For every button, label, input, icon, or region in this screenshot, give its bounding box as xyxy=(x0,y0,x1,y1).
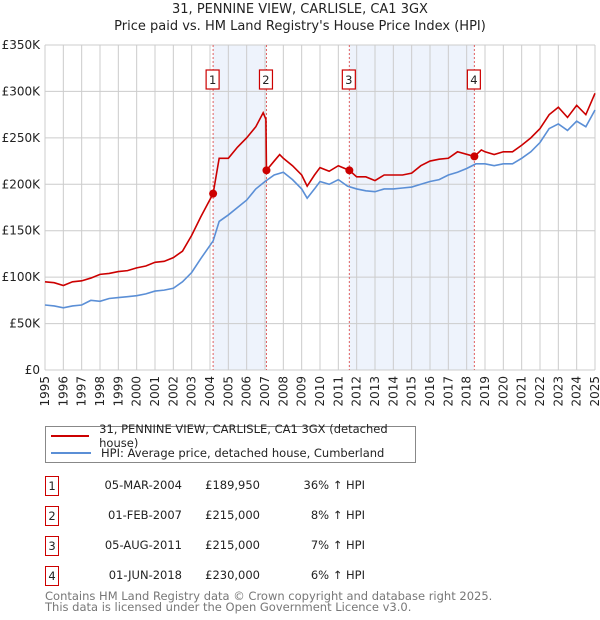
y-tick-label: £200K xyxy=(2,177,42,191)
x-tick-label: 2008 xyxy=(276,376,290,407)
legend-swatch-hpi xyxy=(51,452,91,454)
sale-marker-label: 3 xyxy=(45,536,59,556)
sale-date: 01-JUN-2018 xyxy=(108,568,182,582)
sale-point xyxy=(470,152,479,161)
y-tick-label: £50K xyxy=(9,317,41,331)
x-tick-label: 1995 xyxy=(38,376,52,407)
y-tick-label: £350K xyxy=(2,38,42,52)
sale-row: 2 01-FEB-2007 £215,000 8% ↑ HPI xyxy=(45,506,445,528)
sale-hpi-diff: 8% ↑ HPI xyxy=(310,508,365,522)
sale-marker-number: 3 xyxy=(345,73,352,87)
y-tick-label: £250K xyxy=(2,131,42,145)
x-tick-label: 2021 xyxy=(515,376,529,407)
x-tick-label: 2003 xyxy=(185,376,199,407)
x-tick-label: 1998 xyxy=(93,376,107,407)
sale-row: 4 01-JUN-2018 £230,000 6% ↑ HPI xyxy=(45,566,445,588)
chart-title: 31, PENNINE VIEW, CARLISLE, CA1 3GX xyxy=(172,2,428,17)
x-tick-label: 2014 xyxy=(386,376,400,407)
x-tick-label: 2006 xyxy=(240,376,254,407)
hpi-line xyxy=(44,109,596,309)
footer-licence: This data is licensed under the Open Gov… xyxy=(45,600,412,614)
x-tick-label: 1999 xyxy=(111,376,125,407)
sale-marker-frame xyxy=(466,69,481,90)
legend-label-hpi: HPI: Average price, detached house, Cumb… xyxy=(101,446,385,460)
sale-marker-label: 4 xyxy=(45,566,59,586)
sale-marker-label: 2 xyxy=(45,506,59,526)
sale-marker-box: 4 xyxy=(466,69,481,90)
x-tick-label: 2025 xyxy=(588,376,600,407)
x-tick-label: 2018 xyxy=(460,376,474,407)
sale-marker-frame xyxy=(205,69,220,90)
y-tick-label: £150K xyxy=(2,224,42,238)
sale-hpi-diff: 6% ↑ HPI xyxy=(310,568,365,582)
x-tick-label: 2000 xyxy=(130,376,144,407)
x-tick-label: 2009 xyxy=(295,376,309,407)
legend-label-property: 31, PENNINE VIEW, CARLISLE, CA1 3GX (det… xyxy=(99,422,388,450)
property-price-line xyxy=(44,92,596,287)
sale-marker-number: 4 xyxy=(470,73,477,87)
x-tick-label: 2004 xyxy=(203,376,217,407)
sale-point xyxy=(262,166,271,175)
x-tick-label: 1996 xyxy=(56,376,70,407)
sale-hpi-diff: 7% ↑ HPI xyxy=(310,538,365,552)
x-tick-label: 2005 xyxy=(221,376,235,407)
sale-marker-box: 2 xyxy=(258,69,274,90)
footer-copyright: Contains HM Land Registry data © Crown c… xyxy=(45,589,493,603)
x-tick-label: 2017 xyxy=(441,376,455,407)
sale-row: 1 05-MAR-2004 £189,950 36% ↑ HPI xyxy=(45,476,445,498)
legend: 31, PENNINE VIEW, CARLISLE, CA1 3GX (det… xyxy=(45,422,416,463)
x-tick-label: 2002 xyxy=(166,376,180,407)
sale-price: £215,000 xyxy=(205,538,260,552)
sale-marker-frame xyxy=(258,69,274,90)
sale-row: 3 05-AUG-2011 £215,000 7% ↑ HPI xyxy=(45,536,445,558)
x-tick-label: 2001 xyxy=(148,376,162,407)
sale-marker-number: 1 xyxy=(209,73,216,87)
sale-marker-box: 3 xyxy=(341,69,356,90)
sale-price: £215,000 xyxy=(205,508,260,522)
x-tick-label: 2015 xyxy=(405,376,419,407)
x-tick-label: 2010 xyxy=(313,376,327,407)
x-tick-label: 2011 xyxy=(331,376,345,407)
sale-price: £230,000 xyxy=(205,568,260,582)
sale-marker-label: 1 xyxy=(45,476,59,496)
x-tick-label: 2022 xyxy=(533,376,547,407)
sale-price: £189,950 xyxy=(205,478,260,492)
x-tick-label: 2012 xyxy=(350,376,364,407)
x-tick-label: 2016 xyxy=(423,376,437,407)
legend-item-hpi: HPI: Average price, detached house, Cumb… xyxy=(46,445,384,461)
y-tick-label: £100K xyxy=(2,270,42,284)
x-tick-label: 2023 xyxy=(551,376,565,407)
sale-date: 05-MAR-2004 xyxy=(104,478,182,492)
y-tick-label: £300K xyxy=(2,84,42,98)
sale-date: 05-AUG-2011 xyxy=(104,538,182,552)
plot-area: 1995 1996 1997 1998 1999 2000 2001 2002 2003 2004… xyxy=(2,38,600,407)
chart-subtitle: Price paid vs. HM Land Registry's House … xyxy=(114,19,486,34)
sale-date: 01-FEB-2007 xyxy=(108,508,182,522)
legend-item-property: 31, PENNINE VIEW, CARLISLE, CA1 3GX (det… xyxy=(46,422,415,450)
sale-marker-frame xyxy=(341,69,356,90)
sale-point xyxy=(209,189,218,198)
sale-hpi-diff: 36% ↑ HPI xyxy=(303,478,365,492)
sale-marker-box: 1 xyxy=(205,69,220,90)
legend-swatch-property xyxy=(51,435,90,437)
x-tick-label: 2007 xyxy=(258,376,272,407)
sale-marker-number: 2 xyxy=(262,73,269,87)
shaded-range xyxy=(213,45,267,370)
y-tick-label: £0 xyxy=(25,363,40,377)
x-tick-label: 2024 xyxy=(570,376,584,407)
sale-point xyxy=(345,166,354,175)
x-tick-label: 2013 xyxy=(368,376,382,407)
x-tick-label: 2020 xyxy=(496,376,510,407)
x-tick-label: 2019 xyxy=(478,376,492,407)
x-tick-label: 1997 xyxy=(75,376,89,407)
